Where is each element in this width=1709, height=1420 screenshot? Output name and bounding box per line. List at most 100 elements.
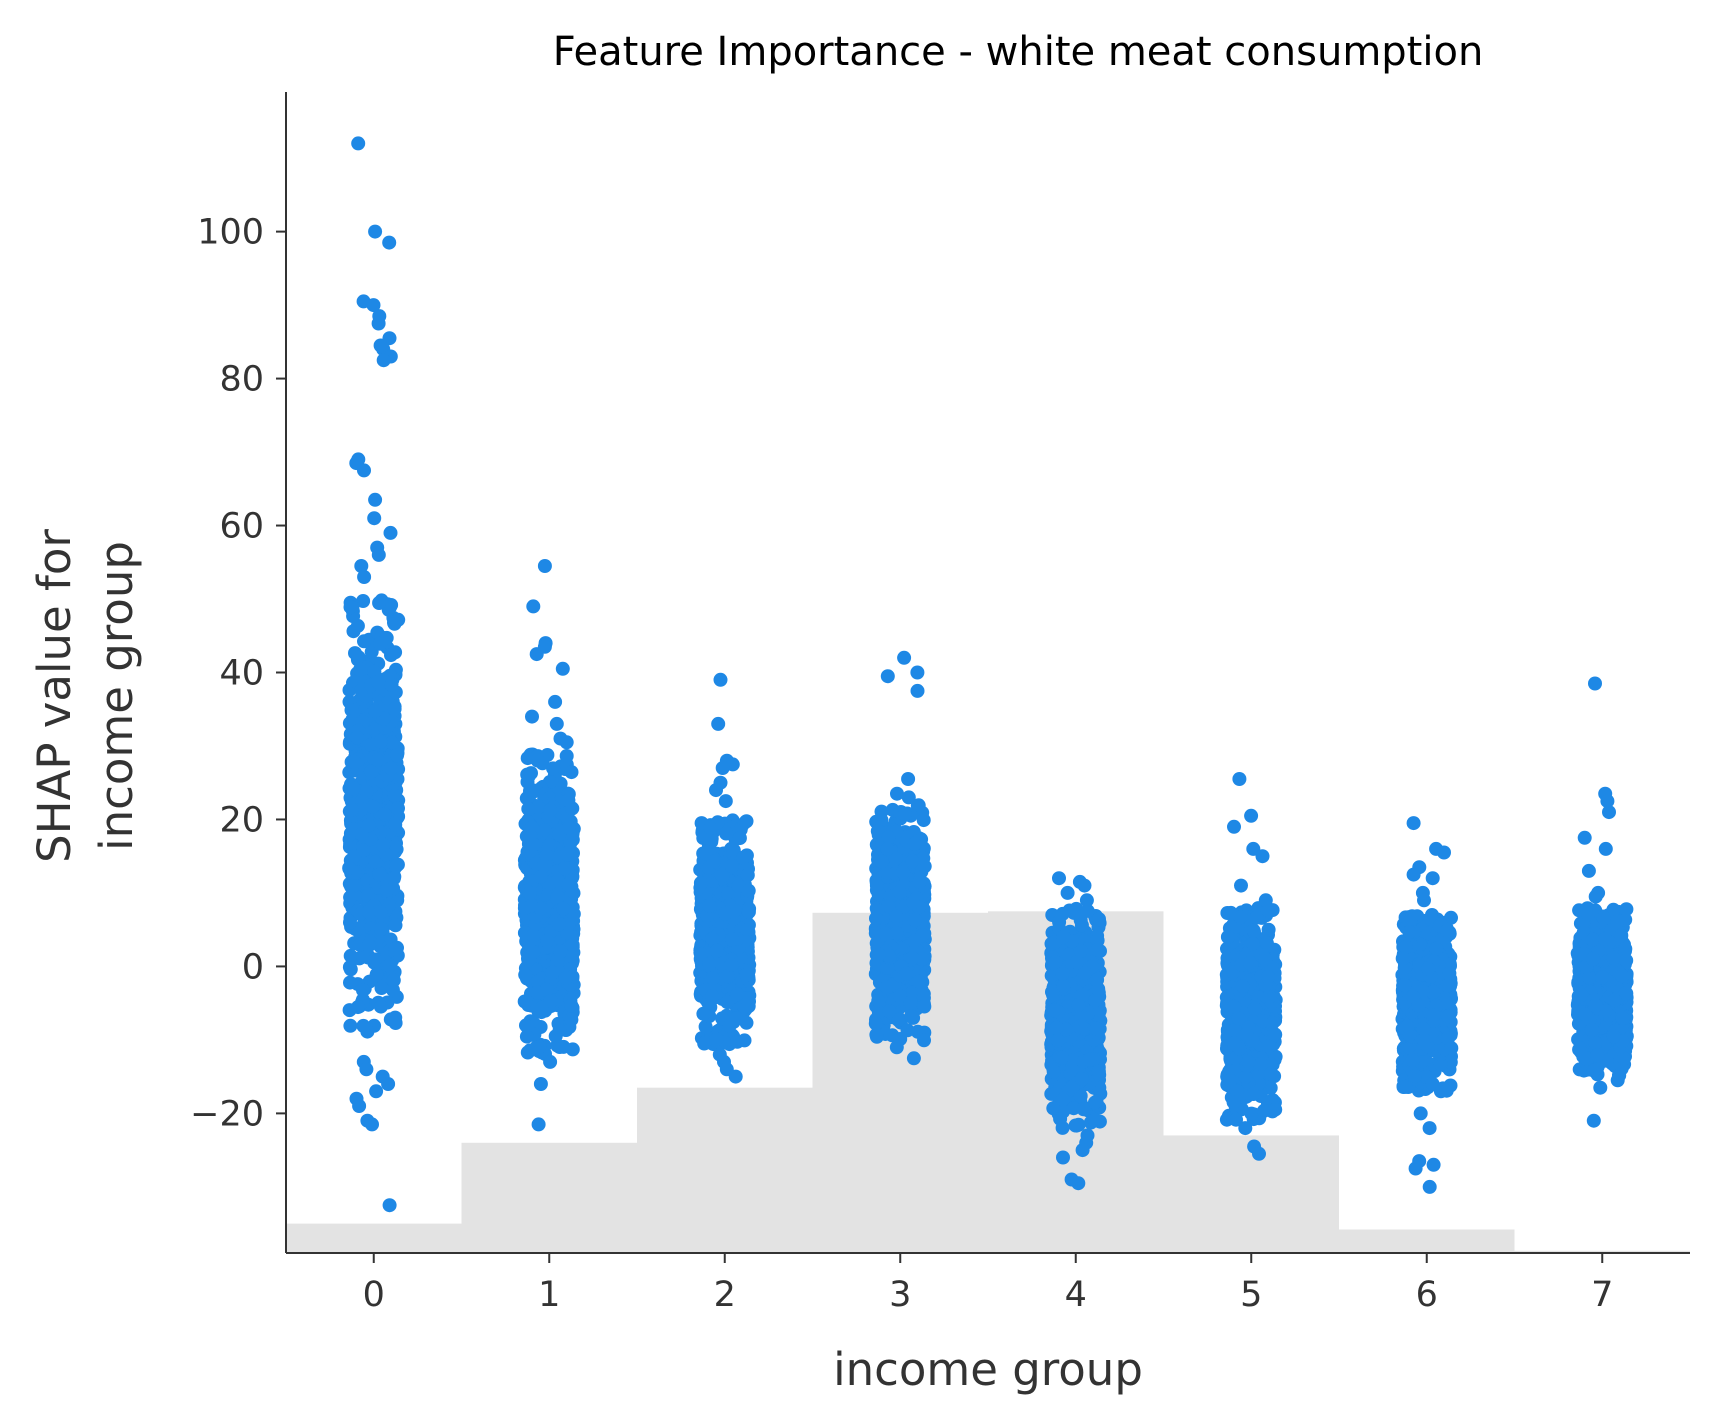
data-point xyxy=(517,901,532,916)
data-point xyxy=(368,224,383,239)
data-point xyxy=(381,1077,396,1091)
data-point xyxy=(556,1039,571,1054)
data-point xyxy=(347,755,362,770)
data-point xyxy=(550,889,565,904)
data-point xyxy=(880,842,895,857)
data-point xyxy=(706,854,721,869)
data-point xyxy=(522,886,537,901)
data-point xyxy=(385,735,399,750)
data-point xyxy=(732,831,747,846)
data-point xyxy=(343,890,358,905)
data-point xyxy=(1046,1064,1061,1079)
data-point xyxy=(373,905,388,920)
data-point xyxy=(1071,1176,1086,1191)
data-point xyxy=(719,826,734,841)
data-point xyxy=(916,813,931,828)
data-point xyxy=(705,989,720,1004)
data-point xyxy=(900,1023,915,1038)
data-point xyxy=(869,911,883,926)
data-point xyxy=(1074,918,1089,933)
data-point xyxy=(388,918,403,933)
data-point xyxy=(1055,966,1070,981)
data-point xyxy=(343,600,358,615)
data-point xyxy=(1092,912,1106,927)
data-point xyxy=(361,938,376,953)
data-point xyxy=(343,975,357,990)
data-point xyxy=(537,559,552,573)
data-point xyxy=(739,1015,754,1030)
data-point xyxy=(383,525,398,540)
data-point xyxy=(347,878,362,892)
data-point xyxy=(371,547,386,562)
data-point xyxy=(390,748,405,763)
data-point xyxy=(740,868,755,883)
data-point xyxy=(531,1117,546,1132)
data-point xyxy=(559,735,574,750)
data-point xyxy=(696,1006,711,1021)
data-point xyxy=(1259,936,1274,951)
data-point xyxy=(370,752,385,767)
data-point xyxy=(1079,893,1094,908)
data-point xyxy=(552,1023,567,1038)
data-point xyxy=(371,316,386,331)
data-point xyxy=(565,938,580,952)
data-point xyxy=(1426,1008,1441,1023)
data-point xyxy=(383,1012,398,1027)
data-point xyxy=(709,783,723,798)
data-point xyxy=(1258,952,1273,966)
data-point xyxy=(356,843,371,857)
data-point xyxy=(718,906,733,921)
data-point xyxy=(372,867,387,882)
data-point xyxy=(1246,1087,1261,1101)
data-point xyxy=(540,934,555,948)
data-point xyxy=(1441,1009,1456,1024)
data-point xyxy=(880,669,895,684)
data-point xyxy=(1233,910,1248,925)
data-point xyxy=(372,596,387,610)
data-point xyxy=(356,949,371,964)
data-point xyxy=(366,298,381,313)
data-point xyxy=(1052,871,1066,886)
data-point xyxy=(718,794,733,809)
data-point xyxy=(561,820,576,835)
histogram-bar-0 xyxy=(286,1223,462,1253)
data-point xyxy=(725,932,740,947)
data-point xyxy=(353,662,368,677)
data-point xyxy=(357,634,371,649)
data-point xyxy=(1055,1120,1070,1135)
data-point xyxy=(387,615,401,630)
histogram-bar-6 xyxy=(1339,1229,1515,1253)
data-point xyxy=(715,761,730,775)
data-point xyxy=(728,1069,743,1084)
data-point xyxy=(702,898,717,913)
data-point xyxy=(357,463,371,478)
data-point xyxy=(890,786,904,801)
data-point xyxy=(869,878,884,893)
point-group-1 xyxy=(517,559,581,1132)
data-point xyxy=(343,948,358,963)
data-point xyxy=(898,807,912,822)
data-point xyxy=(882,1004,897,1019)
data-point xyxy=(1223,1073,1238,1088)
data-point xyxy=(357,570,372,584)
data-point xyxy=(533,1077,548,1091)
data-point xyxy=(371,675,386,689)
data-point xyxy=(908,912,922,927)
data-point xyxy=(1246,923,1261,938)
data-point xyxy=(1246,936,1260,951)
data-point xyxy=(705,971,720,986)
data-point xyxy=(1056,979,1071,994)
point-group-2 xyxy=(693,672,757,1084)
data-point xyxy=(1425,1077,1440,1091)
data-point xyxy=(1242,955,1257,970)
data-point xyxy=(555,661,570,676)
data-point xyxy=(361,818,376,833)
data-point xyxy=(368,855,383,869)
data-point xyxy=(1052,915,1067,930)
data-point xyxy=(384,598,399,612)
data-point xyxy=(387,788,402,803)
data-point xyxy=(342,861,357,875)
data-point xyxy=(384,648,398,663)
data-point xyxy=(559,846,574,861)
data-point xyxy=(1440,978,1455,993)
